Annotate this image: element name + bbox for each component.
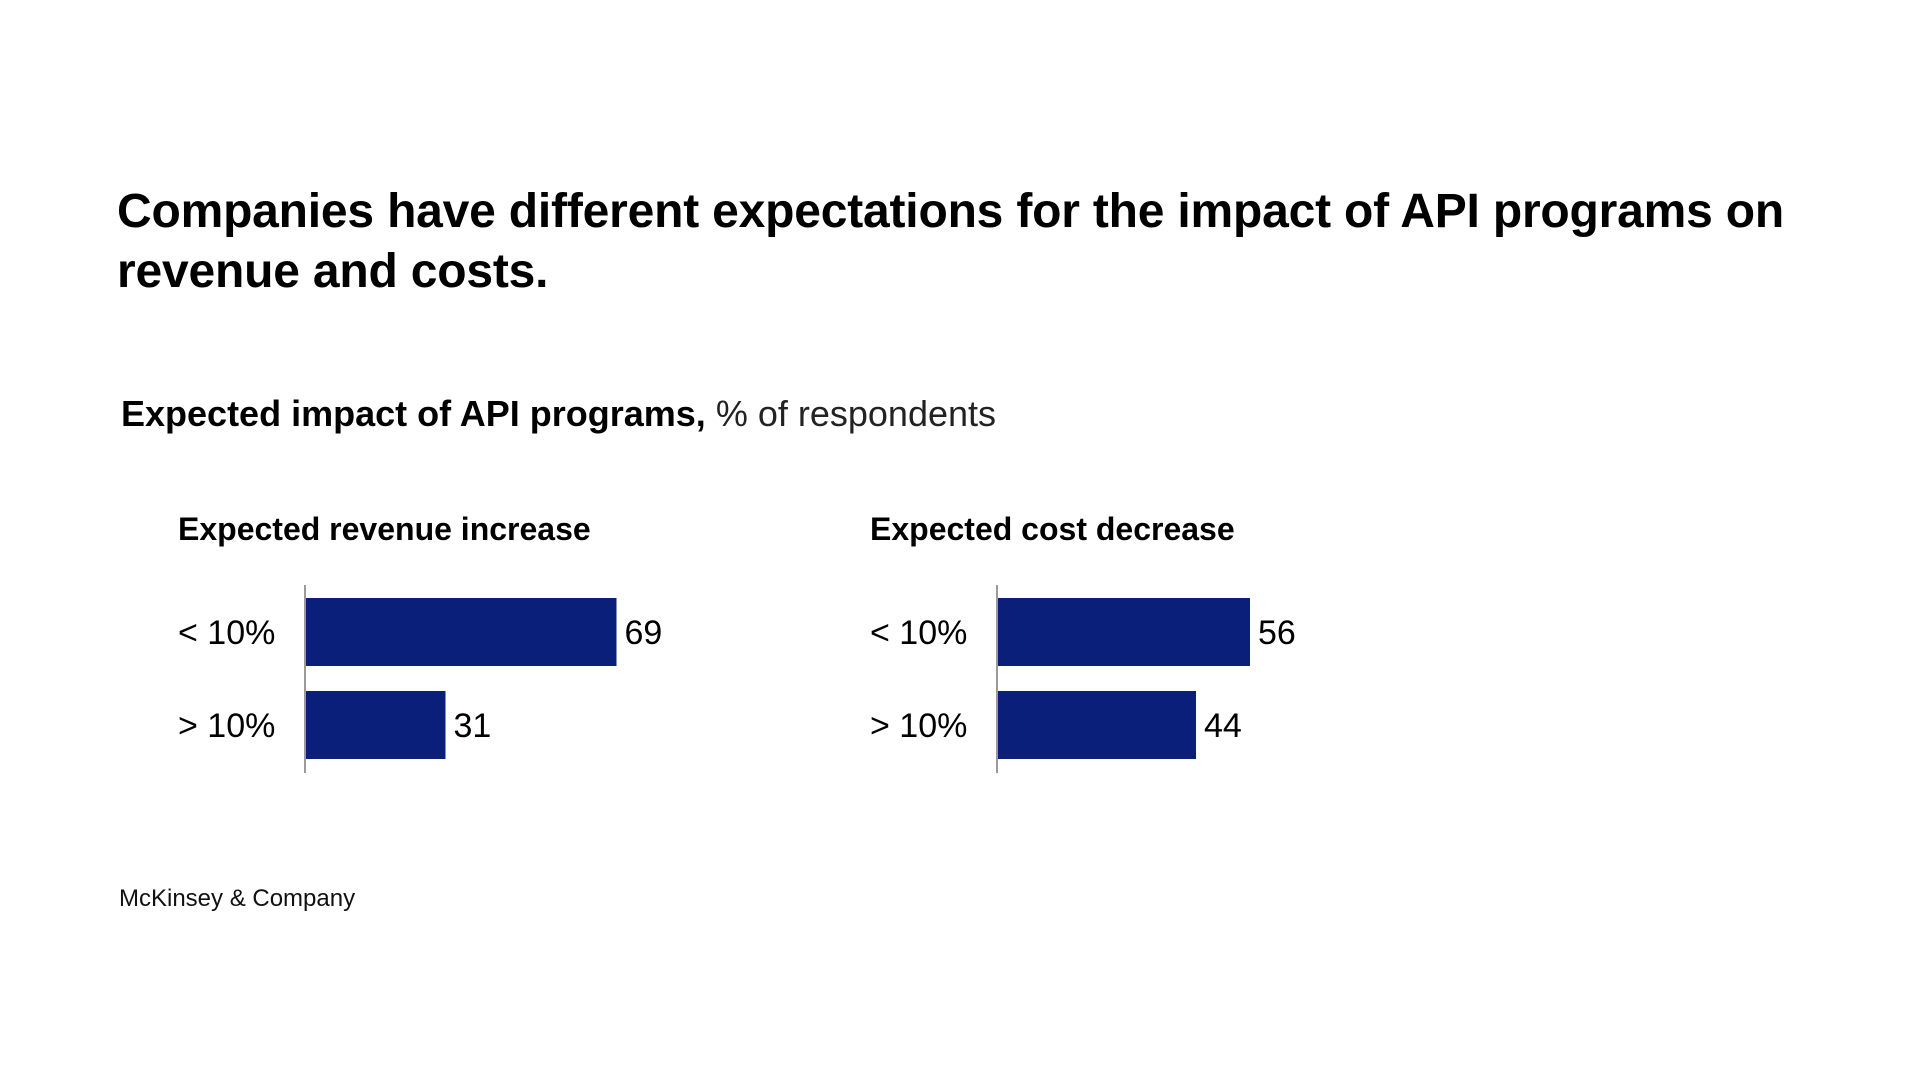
cost-decrease-chart: Expected cost decrease < 10% 56 > 10% 44 <box>870 511 1296 773</box>
cost-decrease-chart-bar <box>998 691 1196 759</box>
revenue-increase-chart-bar <box>306 691 446 759</box>
subtitle-bold: Expected impact of API programs, <box>121 393 706 434</box>
subtitle-unit: % of respondents <box>715 393 997 434</box>
revenue-increase-chart-title: Expected revenue increase <box>178 511 591 547</box>
cost-decrease-chart-category-label: < 10% <box>870 614 967 652</box>
cost-decrease-chart-value-label: 56 <box>1258 614 1296 652</box>
cost-decrease-chart-bar <box>998 598 1250 666</box>
footer-source: McKinsey & Company <box>119 885 356 912</box>
chart-subtitle: Expected impact of API programs, % of re… <box>121 392 996 436</box>
revenue-increase-chart-bar <box>306 598 617 666</box>
revenue-increase-chart-value-label: 31 <box>454 707 492 745</box>
cost-decrease-chart-title: Expected cost decrease <box>870 511 1235 547</box>
cost-decrease-chart-category-label: > 10% <box>870 707 967 745</box>
revenue-increase-chart: Expected revenue increase < 10% 69 > 10% 31 <box>178 511 663 773</box>
revenue-increase-chart-category-label: < 10% <box>178 614 275 652</box>
cost-decrease-chart-value-label: 44 <box>1204 707 1242 745</box>
revenue-increase-chart-value-label: 69 <box>625 614 663 652</box>
revenue-increase-chart-category-label: > 10% <box>178 707 275 745</box>
chart-title: Companies have different expectations fo… <box>117 185 1784 298</box>
